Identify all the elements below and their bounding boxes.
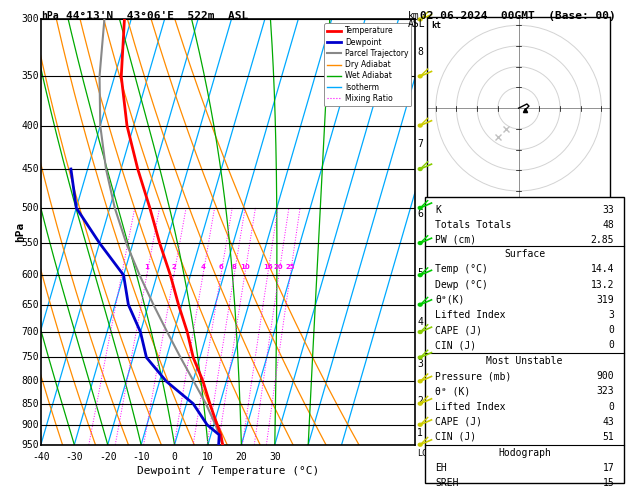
Text: 500: 500 — [21, 203, 39, 213]
Text: 323: 323 — [597, 386, 615, 397]
Text: 1: 1 — [417, 428, 423, 438]
Text: 02.06.2024  00GMT  (Base: 00): 02.06.2024 00GMT (Base: 00) — [420, 11, 616, 21]
Text: K: K — [435, 205, 441, 215]
Text: θᵊ (K): θᵊ (K) — [435, 386, 470, 397]
Text: 8: 8 — [417, 47, 423, 57]
Text: 16: 16 — [263, 264, 272, 270]
Text: 0: 0 — [608, 401, 615, 412]
Text: 3: 3 — [608, 310, 615, 320]
Text: 900: 900 — [597, 371, 615, 381]
Text: 10: 10 — [240, 264, 250, 270]
Text: 850: 850 — [21, 399, 39, 409]
Text: -40: -40 — [32, 452, 50, 462]
Text: -20: -20 — [99, 452, 116, 462]
Text: Hodograph: Hodograph — [498, 448, 551, 458]
Text: 25: 25 — [286, 264, 295, 270]
Text: 2: 2 — [172, 264, 176, 270]
Text: 20: 20 — [274, 264, 284, 270]
Text: Totals Totals: Totals Totals — [435, 220, 511, 230]
Text: 700: 700 — [21, 327, 39, 337]
Legend: Temperature, Dewpoint, Parcel Trajectory, Dry Adiabat, Wet Adiabat, Isotherm, Mi: Temperature, Dewpoint, Parcel Trajectory… — [324, 23, 411, 106]
Text: CIN (J): CIN (J) — [435, 432, 476, 442]
Text: 17: 17 — [603, 463, 615, 473]
Text: kt: kt — [431, 21, 441, 30]
Text: Surface: Surface — [504, 249, 545, 259]
Text: SREH: SREH — [435, 478, 459, 486]
Text: Lifted Index: Lifted Index — [435, 401, 506, 412]
Text: -10: -10 — [132, 452, 150, 462]
Text: 2.85: 2.85 — [591, 235, 615, 245]
Text: 3: 3 — [417, 359, 423, 369]
Text: 4: 4 — [417, 317, 423, 327]
Text: 550: 550 — [21, 238, 39, 248]
Text: Lifted Index: Lifted Index — [435, 310, 506, 320]
Text: 44°13'N  43°06'E  522m  ASL: 44°13'N 43°06'E 522m ASL — [66, 11, 248, 21]
Text: 14.4: 14.4 — [591, 264, 615, 275]
Text: ASL: ASL — [408, 19, 425, 30]
Text: Temp (°C): Temp (°C) — [435, 264, 488, 275]
Text: 2: 2 — [417, 396, 423, 406]
Text: 8: 8 — [231, 264, 237, 270]
Text: 43: 43 — [603, 417, 615, 427]
Text: hPa: hPa — [15, 222, 25, 242]
Text: Dewp (°C): Dewp (°C) — [435, 279, 488, 290]
Text: 6: 6 — [218, 264, 223, 270]
Text: 350: 350 — [21, 71, 39, 81]
Text: CAPE (J): CAPE (J) — [435, 417, 482, 427]
Text: 0: 0 — [608, 340, 615, 350]
Text: 51: 51 — [603, 432, 615, 442]
Text: 7: 7 — [417, 139, 423, 149]
Text: 15: 15 — [603, 478, 615, 486]
Text: 33: 33 — [603, 205, 615, 215]
Text: 10: 10 — [202, 452, 214, 462]
Text: 750: 750 — [21, 352, 39, 363]
Text: PW (cm): PW (cm) — [435, 235, 476, 245]
Text: 0: 0 — [608, 325, 615, 335]
Text: 0: 0 — [172, 452, 177, 462]
Text: km: km — [408, 11, 420, 21]
Text: θᵊ(K): θᵊ(K) — [435, 295, 464, 305]
Text: 950: 950 — [21, 440, 39, 450]
Text: Dewpoint / Temperature (°C): Dewpoint / Temperature (°C) — [137, 466, 319, 476]
Text: 20: 20 — [235, 452, 247, 462]
Text: 600: 600 — [21, 270, 39, 280]
Text: 900: 900 — [21, 420, 39, 430]
Text: 48: 48 — [603, 220, 615, 230]
Text: LCL: LCL — [417, 449, 432, 458]
Text: -30: -30 — [65, 452, 83, 462]
Text: hPa: hPa — [41, 11, 58, 21]
Text: 4: 4 — [201, 264, 206, 270]
Text: 5: 5 — [417, 268, 423, 278]
Text: EH: EH — [435, 463, 447, 473]
Text: 13.2: 13.2 — [591, 279, 615, 290]
Text: 400: 400 — [21, 121, 39, 131]
Text: CIN (J): CIN (J) — [435, 340, 476, 350]
Text: CAPE (J): CAPE (J) — [435, 325, 482, 335]
Text: 1: 1 — [145, 264, 149, 270]
Text: 6: 6 — [417, 209, 423, 220]
Text: Pressure (mb): Pressure (mb) — [435, 371, 511, 381]
Text: 300: 300 — [21, 15, 39, 24]
Text: 319: 319 — [597, 295, 615, 305]
Text: 650: 650 — [21, 300, 39, 310]
Text: Mixing Ratio (g/kg): Mixing Ratio (g/kg) — [430, 185, 439, 279]
Text: 450: 450 — [21, 164, 39, 174]
Text: 800: 800 — [21, 376, 39, 386]
Text: Most Unstable: Most Unstable — [486, 356, 563, 366]
Text: 30: 30 — [269, 452, 281, 462]
